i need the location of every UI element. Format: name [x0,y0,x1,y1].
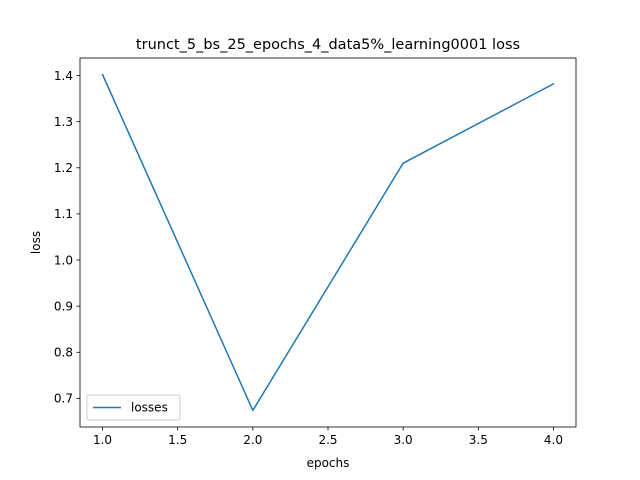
chart-title: trunct_5_bs_25_epochs_4_data5%_learning0… [136,37,520,53]
y-tick-label: 1.1 [54,207,73,221]
y-axis-label: loss [29,231,43,254]
x-tick-label: 1.5 [168,433,187,447]
y-tick-label: 0.8 [54,346,73,360]
plot-area [101,73,555,412]
axes-frame [79,57,577,428]
y-tick-label: 1.2 [54,161,73,175]
x-tick-label: 3.0 [394,433,413,447]
y-axis-ticks: 0.7 0.8 0.9 1.0 1.1 1.2 1.3 1.4 [54,69,80,406]
y-tick-label: 0.9 [54,299,73,313]
x-tick-label: 2.0 [243,433,262,447]
y-tick-label: 1.3 [54,115,73,129]
legend-label-losses: losses [131,401,168,415]
x-tick-label: 3.5 [469,433,488,447]
x-tick-label: 2.5 [318,433,337,447]
x-tick-label: 1.0 [93,433,112,447]
y-tick-label: 1.4 [54,69,73,83]
series-line-losses [101,73,555,412]
y-tick-label: 1.0 [54,253,73,267]
x-tick-label: 4.0 [544,433,563,447]
y-tick-label: 0.7 [54,392,73,406]
x-axis-label: epochs [307,456,350,470]
legend: losses [86,394,181,421]
x-axis-ticks: 1.0 1.5 2.0 2.5 3.0 3.5 4.0 [93,427,563,447]
legend-box [86,394,181,421]
